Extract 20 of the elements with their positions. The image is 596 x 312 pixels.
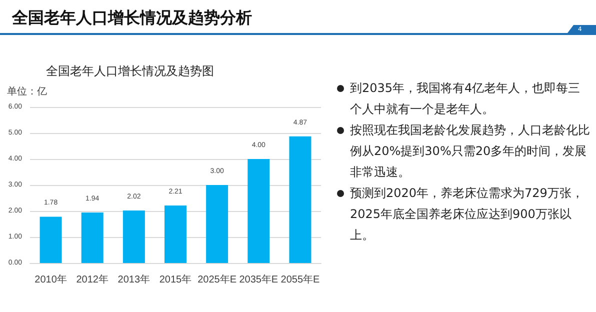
- bar: [289, 136, 312, 263]
- text: 预测到2020年，养老床位需求为729万张，2025年底全国养老床位应达到900万张以上。: [350, 185, 584, 244]
- chart-title: 全国老年人口增长情况及趋势分析: [12, 8, 252, 29]
- x-tick-label: 2015年: [159, 274, 192, 286]
- x-tick-label: 2013年: [118, 274, 150, 286]
- x-tick-label: 2055年E: [280, 274, 320, 286]
- bar: [206, 185, 228, 263]
- x-tick-label: 2010年: [34, 274, 67, 286]
- y-axis-title: 单位：亿: [7, 86, 47, 98]
- bar: [164, 206, 186, 263]
- chart-subtitle: 全国老年人口增长情况及趋势图: [46, 64, 214, 78]
- bar: [122, 210, 145, 263]
- x-tick-label: 2025年E: [198, 274, 237, 286]
- text: 按照现在我国老龄化发展趋势，人口老龄化比例从20%提到30%只需20多年的时间，发展非常迅速。: [350, 122, 590, 181]
- text: 到2035年，我国将有4亿老年人，也即每三个人中就有一个是老年人。: [350, 80, 582, 118]
- x-tick-label: 2012年: [76, 274, 108, 286]
- x-tick-label: 2035年E: [239, 274, 278, 286]
- bar: [248, 159, 270, 263]
- bar: [81, 212, 104, 263]
- bar: [40, 216, 62, 263]
